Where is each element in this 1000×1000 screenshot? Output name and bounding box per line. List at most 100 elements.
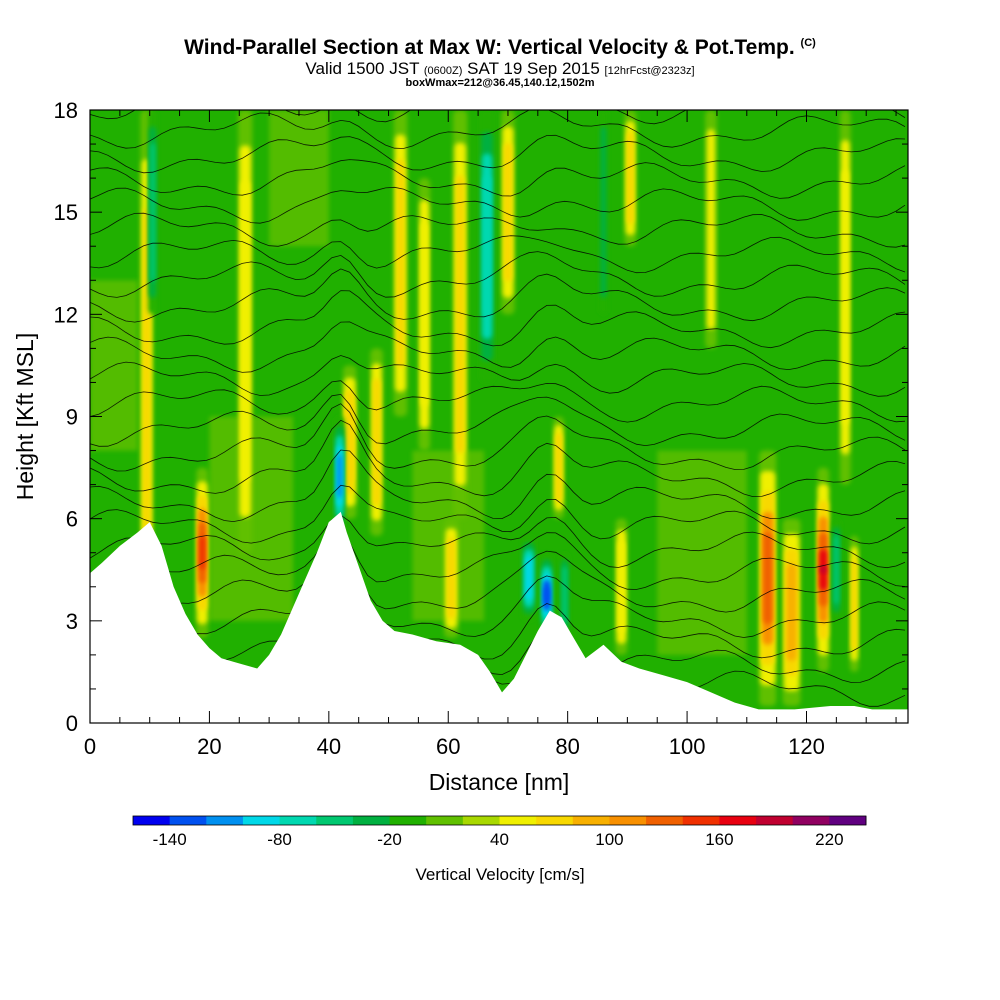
downdraft-column [337,454,343,498]
colorbar-swatch [462,816,500,825]
updraft-column [396,159,405,368]
downdraft-column [483,175,491,318]
theta-contour [90,545,906,638]
downdraft-column [833,535,840,605]
y-tick-label: 18 [54,98,78,123]
theta-contour [90,321,906,373]
colorbar-swatch [242,816,281,825]
updraft-column [503,142,512,282]
colorbar-swatch [829,816,867,825]
colorbar-swatch [279,816,317,825]
y-tick-label: 3 [66,609,78,634]
y-axis-title: Height [Kft MSL] [12,333,38,500]
theta-contour [90,186,906,224]
x-tick-label: 0 [84,734,96,759]
colorbar-swatch [316,816,354,825]
y-tick-label: 6 [66,507,78,532]
updraft-column [455,175,465,454]
valid-utc: (0600Z) [423,65,463,77]
y-tick-label: 9 [66,405,78,430]
updraft-column [763,532,773,625]
theta-contour [90,536,906,615]
colorbar-swatch [133,816,171,825]
colorbar-swatch [719,816,757,825]
updraft-column [199,535,206,570]
x-tick-label: 20 [197,734,221,759]
colorbar-swatch [499,816,537,825]
x-tick-label: 40 [317,734,341,759]
theta-contour [90,355,906,397]
colorbar-frame [132,815,867,826]
updraft-column [706,129,716,330]
downdraft-column [525,556,533,601]
colorbar-swatch [792,816,830,825]
downdraft-column [543,586,550,604]
colorbar-tick-label: -140 [153,830,187,849]
colorbar-tick-label: 100 [595,830,623,849]
theta-contour [90,449,906,523]
colorbar-tick-label: 160 [705,830,733,849]
updraft-column [346,402,354,482]
y-tick-label: 0 [66,711,78,736]
colorbar-swatch [389,816,427,825]
updraft-column [820,565,827,574]
updraft-column [786,563,797,662]
updraft-column [446,537,456,619]
theta-contour [90,110,906,149]
weak-updraft-patch [657,450,747,655]
colorbar-swatch [682,816,720,825]
downdraft-column [600,126,607,298]
updraft-column [626,131,634,225]
updraft-column [240,180,250,482]
theta-contour [90,134,906,174]
terrain [90,511,908,723]
colorbar-swatch [646,816,684,825]
valid-time: Valid 1500 JST (0600Z) SAT 19 Sep 2015 [… [0,59,1000,79]
colorbar-swatch [609,816,647,825]
y-tick-label: 12 [54,302,78,327]
title-mark: (C) [800,37,816,49]
plot-area [90,64,908,723]
colorbar-swatch [206,816,244,825]
weak-updraft-patch [269,110,329,247]
x-tick-label: 120 [788,734,825,759]
colorbar-tick-label: 40 [490,830,509,849]
theta-contour [90,403,906,472]
colorbar-title: Vertical Velocity [cm/s] [415,865,584,884]
forecast-info: [12hrFcst@2323z] [604,65,695,77]
theta-contour [90,419,906,498]
theta-contour [90,212,906,248]
valid-date: SAT 19 Sep 2015 [467,59,600,78]
downdraft-column [150,142,156,282]
valid-prefix: Valid 1500 JST [305,59,420,78]
theta-contour [90,251,906,298]
colorbar-swatch [169,816,207,825]
theta-contour [90,235,906,274]
colorbar-swatch [756,816,794,825]
x-tick-label: 80 [555,734,579,759]
updraft-column [851,557,857,651]
chart-title-text: Wind-Parallel Section at Max W: Vertical… [184,36,795,59]
box-info: boxWmax=212@36.45,140.12,1502m [405,77,595,89]
colorbar-tick-label: 220 [815,830,843,849]
updraft-column [842,169,849,425]
colorbar-tick-label: -80 [267,830,292,849]
theta-contour [90,290,906,349]
theta-contour [90,380,906,423]
updraft-column [420,221,428,407]
colorbar-tick-label: -20 [377,830,402,849]
x-tick-label: 60 [436,734,460,759]
colorbar-swatch [536,816,574,825]
downdraft-column [561,566,568,625]
colorbar-swatch [426,816,464,825]
theta-contour [90,64,905,98]
theta-contour [90,530,906,591]
theta-contour [90,393,906,447]
colorbar-swatch [572,816,610,825]
theta-contour [90,514,906,569]
updraft-column [555,432,562,503]
theta-contour [90,484,906,545]
x-axis-title: Distance [nm] [429,769,570,795]
y-tick-label: 15 [54,200,78,225]
